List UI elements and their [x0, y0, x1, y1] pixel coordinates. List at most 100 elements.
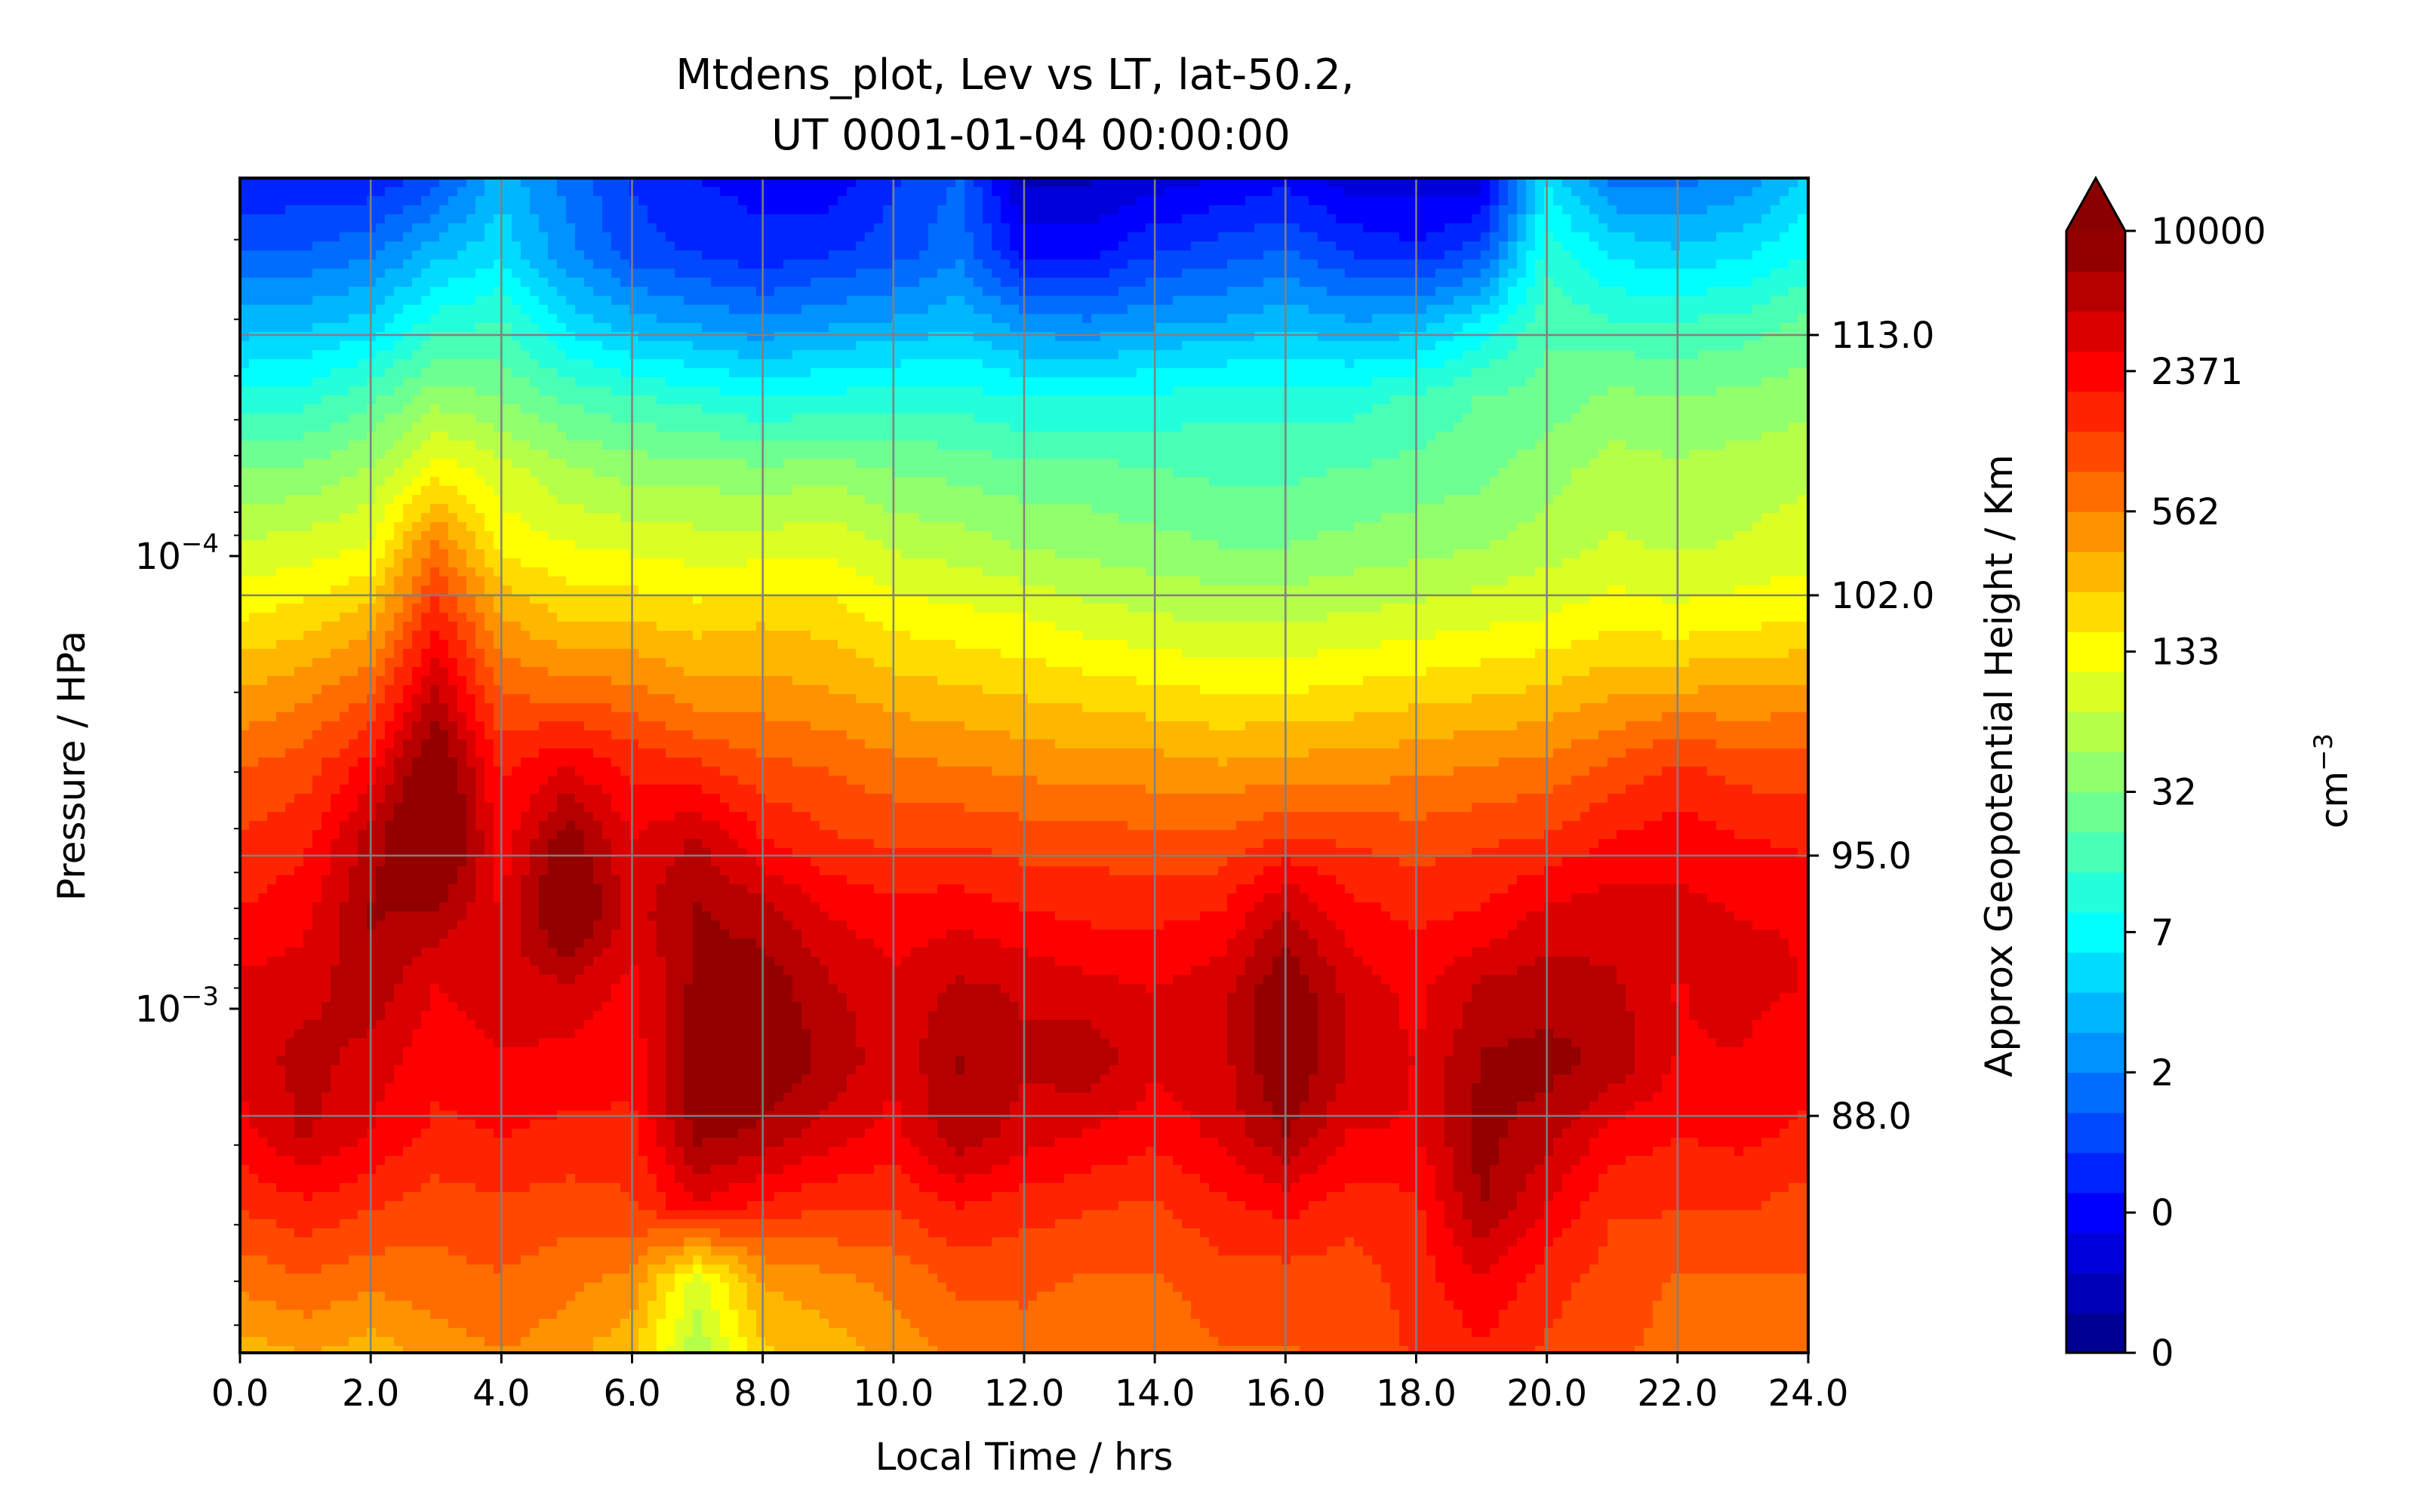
contour-cell [1481, 332, 1491, 342]
contour-cell [1472, 232, 1481, 242]
contour-cell [1635, 241, 1644, 251]
contour-cell [485, 250, 494, 260]
contour-cell [1082, 223, 1092, 233]
contour-cell [1662, 232, 1672, 242]
contour-cell [1291, 305, 1300, 315]
contour-cell [1399, 287, 1409, 297]
contour-cell [964, 395, 974, 405]
contour-cell [720, 323, 730, 333]
contour-cell [638, 241, 648, 251]
contour-cell [1155, 413, 1164, 423]
contour-cell [783, 404, 793, 414]
contour-cell [1426, 413, 1436, 423]
contour-cell [1544, 413, 1554, 423]
contour-cell [421, 214, 431, 224]
contour-cell [838, 359, 848, 369]
contour-cell [666, 205, 675, 215]
contour-cell [584, 305, 594, 315]
contour-cell [629, 296, 639, 306]
contour-cell [1073, 223, 1083, 233]
contour-cell [792, 205, 802, 215]
contour-cell [1037, 196, 1047, 206]
contour-cell [349, 432, 358, 441]
contour-cell [1435, 305, 1445, 315]
contour-cell [1191, 232, 1201, 242]
contour-cell [303, 341, 313, 351]
contour-cell [1118, 423, 1128, 432]
contour-cell [1291, 278, 1300, 287]
contour-cell [1327, 241, 1337, 251]
contour-cell [1182, 205, 1192, 215]
contour-cell [1100, 350, 1110, 360]
contour-cell [376, 314, 386, 324]
contour-cell [439, 386, 449, 396]
contour-cell [1526, 314, 1536, 324]
contour-cell [1689, 260, 1699, 269]
contour-cell [1770, 350, 1780, 360]
contour-cell [1182, 323, 1192, 333]
contour-cell [1472, 269, 1481, 278]
contour-cell [1707, 395, 1717, 405]
contour-cell [620, 332, 630, 342]
contour-cell [1046, 386, 1056, 396]
contour-cell [919, 241, 929, 251]
contour-cell [1245, 223, 1255, 233]
contour-cell [539, 196, 549, 206]
contour-cell [1236, 269, 1246, 278]
contour-cell [1598, 187, 1608, 197]
contour-cell [702, 341, 712, 351]
contour-cell [358, 196, 368, 206]
contour-cell [964, 386, 974, 396]
contour-cell [466, 350, 476, 360]
contour-cell [811, 305, 820, 315]
contour-cell [1227, 187, 1237, 197]
contour-cell [403, 377, 413, 387]
contour-cell [901, 205, 911, 215]
contour-cell [457, 359, 467, 369]
contour-cell [1363, 278, 1373, 287]
contour-cell [331, 350, 340, 360]
contour-cell [1309, 350, 1318, 360]
contour-cell [856, 223, 866, 233]
contour-cell [1227, 223, 1237, 233]
contour-cell [1472, 196, 1481, 206]
contour-cell [765, 287, 775, 297]
contour-cell [1164, 377, 1174, 387]
contour-cell [575, 205, 585, 215]
contour-cell [693, 250, 703, 260]
contour-cell [792, 214, 802, 224]
contour-cell [1481, 341, 1491, 351]
contour-cell [1191, 241, 1201, 251]
contour-cell [856, 432, 866, 441]
contour-cell [811, 260, 820, 269]
contour-cell [267, 332, 277, 342]
contour-cell [1635, 232, 1644, 242]
contour-cell [1680, 395, 1690, 405]
contour-cell [312, 350, 322, 360]
contour-cell [376, 377, 386, 387]
contour-cell [1770, 404, 1780, 414]
contour-cell [1327, 269, 1337, 278]
contour-cell [312, 423, 322, 432]
contour-cell [1662, 368, 1672, 378]
contour-cell [928, 187, 938, 197]
contour-cell [1426, 323, 1436, 333]
contour-cell [1245, 323, 1255, 333]
contour-cell [1327, 305, 1337, 315]
contour-cell [1626, 205, 1635, 215]
contour-cell [276, 432, 286, 441]
contour-cell [811, 368, 820, 378]
contour-cell [1517, 404, 1527, 414]
contour-cell [928, 395, 938, 405]
contour-cell [1571, 232, 1581, 242]
contour-cell [1209, 350, 1219, 360]
contour-cell [1118, 332, 1128, 342]
contour-cell [439, 269, 449, 278]
contour-cell [1073, 341, 1083, 351]
contour-cell [865, 368, 875, 378]
contour-cell [1472, 241, 1481, 251]
contour-cell [530, 205, 540, 215]
contour-cell [1001, 187, 1011, 197]
contour-cell [1037, 278, 1047, 287]
contour-cell [1734, 386, 1744, 396]
